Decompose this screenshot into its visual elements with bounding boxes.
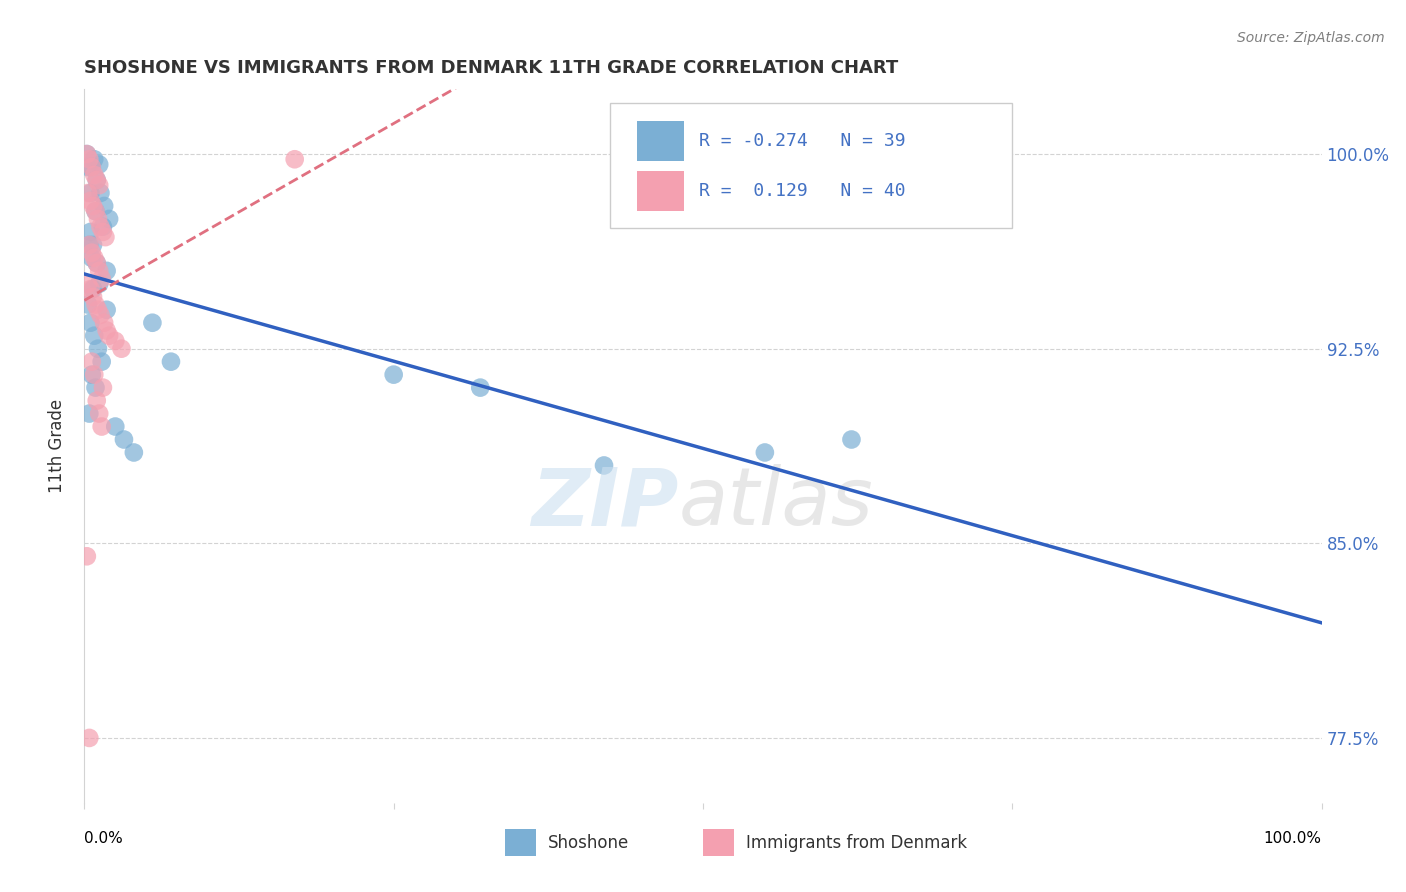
Point: [86, 393, 108, 408]
Point: [96, 324, 118, 338]
Point: [470, 381, 492, 395]
Text: Source: ZipAtlas.com: Source: ZipAtlas.com: [1237, 31, 1385, 45]
Text: 100.0%: 100.0%: [1264, 831, 1322, 847]
Point: [86, 173, 108, 187]
Text: SHOSHONE VS IMMIGRANTS FROM DENMARK 11TH GRADE CORRELATION CHART: SHOSHONE VS IMMIGRANTS FROM DENMARK 11TH…: [84, 59, 898, 77]
Bar: [637, 171, 685, 211]
Point: [90, 354, 112, 368]
Point: [77, 160, 100, 174]
Point: [82, 282, 104, 296]
Bar: [637, 121, 685, 161]
Point: [841, 433, 863, 447]
Point: [90, 271, 112, 285]
Text: 0.0%: 0.0%: [84, 831, 124, 847]
Point: [104, 334, 127, 348]
Point: [89, 308, 111, 322]
Text: atlas: atlas: [678, 464, 873, 542]
Point: [79, 238, 101, 252]
Text: ZIP: ZIP: [531, 464, 678, 542]
Point: [79, 238, 101, 252]
Point: [77, 277, 100, 291]
Point: [80, 354, 103, 368]
Point: [80, 160, 103, 174]
Point: [79, 731, 101, 745]
Point: [89, 186, 111, 200]
Point: [83, 251, 105, 265]
Point: [93, 199, 115, 213]
Point: [82, 290, 104, 304]
Bar: [505, 830, 536, 856]
Point: [98, 328, 121, 343]
Point: [76, 549, 98, 564]
Point: [83, 168, 105, 182]
Text: Shoshone: Shoshone: [548, 834, 630, 852]
Point: [76, 147, 98, 161]
Point: [110, 342, 132, 356]
Point: [93, 316, 115, 330]
Point: [79, 225, 101, 239]
Point: [593, 458, 616, 473]
FancyBboxPatch shape: [610, 103, 1012, 228]
Point: [91, 381, 114, 395]
Point: [91, 225, 114, 239]
Point: [122, 445, 145, 459]
Point: [79, 407, 101, 421]
Point: [83, 368, 105, 382]
Point: [86, 256, 108, 270]
Point: [91, 219, 114, 234]
Point: [79, 316, 101, 330]
Point: [77, 186, 100, 200]
Point: [79, 153, 101, 167]
Point: [80, 251, 103, 265]
Point: [284, 153, 307, 167]
Point: [83, 153, 105, 167]
Text: R =  0.129   N = 40: R = 0.129 N = 40: [699, 182, 905, 200]
Point: [87, 342, 110, 356]
Point: [89, 407, 111, 421]
Point: [89, 178, 111, 193]
Point: [94, 230, 117, 244]
Y-axis label: 11th Grade: 11th Grade: [48, 399, 66, 493]
Point: [141, 316, 163, 330]
Point: [80, 160, 103, 174]
Point: [89, 277, 111, 291]
Point: [96, 302, 118, 317]
Point: [80, 368, 103, 382]
Point: [754, 445, 776, 459]
Point: [82, 199, 104, 213]
Text: R = -0.274   N = 39: R = -0.274 N = 39: [699, 132, 905, 150]
Point: [89, 264, 111, 278]
Point: [83, 328, 105, 343]
Point: [87, 211, 110, 226]
Point: [84, 204, 107, 219]
Point: [104, 419, 127, 434]
Point: [382, 368, 405, 382]
Point: [79, 186, 101, 200]
Point: [84, 204, 107, 219]
Bar: [703, 830, 734, 856]
Point: [112, 433, 135, 447]
Point: [77, 297, 100, 311]
Point: [84, 297, 107, 311]
Point: [86, 256, 108, 270]
Point: [79, 194, 101, 208]
Point: [96, 264, 118, 278]
Point: [90, 419, 112, 434]
Point: [82, 238, 104, 252]
Point: [98, 211, 121, 226]
Point: [84, 381, 107, 395]
Point: [79, 282, 101, 296]
Point: [87, 302, 110, 317]
Point: [86, 173, 108, 187]
Point: [89, 219, 111, 234]
Point: [80, 245, 103, 260]
Text: Immigrants from Denmark: Immigrants from Denmark: [747, 834, 967, 852]
Point: [76, 147, 98, 161]
Point: [160, 354, 183, 368]
Point: [89, 157, 111, 171]
